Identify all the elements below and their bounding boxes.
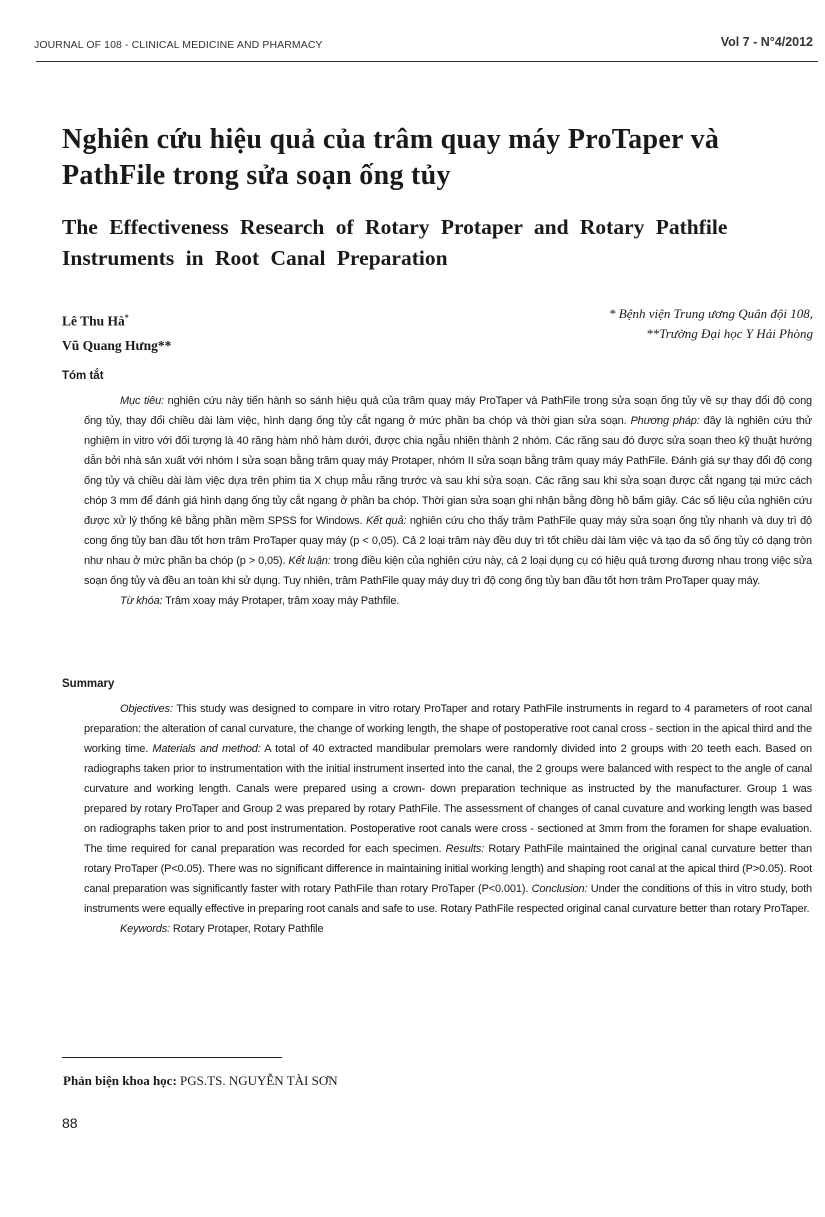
abstract-heading-en: Summary: [62, 678, 115, 690]
text: Rotary Protaper, Rotary Pathfile: [170, 923, 324, 935]
author-name: Lê Thu Hà: [62, 313, 125, 329]
text: nghiên cứu cho thấy trâm PathFile quay m…: [84, 515, 813, 567]
title-english: The Effectiveness Research of Rotary Pro…: [62, 215, 728, 270]
keywords-en: Keywords: Rotary Protaper, Rotary Pathfi…: [84, 919, 812, 939]
abstract-en-body: Objectives: This study was designed to c…: [84, 699, 812, 919]
abstract-vi-body: Mục tiêu: nghiên cứu này tiến hành so sá…: [84, 391, 812, 591]
affiliation: **Trường Đại học Y Hải Phòng: [646, 326, 813, 341]
author-name: Vũ Quang Hưng: [62, 338, 158, 353]
reviewer-footnote: Phản biện khoa học: PGS.TS. NGUYỄN TÀI S…: [63, 1073, 338, 1089]
text: Trâm xoay máy Protaper, trâm xoay máy Pa…: [162, 595, 400, 607]
author: Vũ Quang Hưng**: [62, 338, 171, 354]
keywords-vi: Từ khóa: Trâm xoay máy Protaper, trâm xo…: [84, 591, 812, 611]
label: Materials and method:: [152, 743, 261, 755]
abstract-heading-vi: Tóm tắt: [62, 370, 104, 382]
label: Kết luận:: [288, 555, 331, 567]
text: Under the conditions of this in vitro st…: [84, 883, 812, 915]
footnote-rule: [62, 1057, 282, 1058]
header-rule: [36, 61, 818, 62]
label: Từ khóa:: [120, 595, 163, 607]
text: This study was designed to compare in vi…: [84, 703, 812, 755]
abstract-vi: Mục tiêu: nghiên cứu này tiến hành so sá…: [84, 391, 812, 611]
text: A total of 40 extracted mandibular premo…: [84, 743, 812, 855]
reviewer-label: Phản biện khoa học:: [63, 1073, 177, 1088]
affiliations: * Bệnh viện Trung ương Quân đội 108, **T…: [609, 304, 813, 344]
journal-name: JOURNAL OF 108 - CLINICAL MEDICINE AND P…: [34, 39, 323, 51]
title-vietnamese: Nghiên cứu hiệu quả của trâm quay máy Pr…: [62, 124, 720, 191]
label: Phương pháp:: [630, 415, 700, 427]
label: Keywords:: [120, 923, 171, 935]
text: đây là nghiên cứu thử nghiệm in vitro vớ…: [84, 415, 812, 527]
author-mark: *: [124, 313, 129, 322]
reviewer-name: PGS.TS. NGUYỄN TÀI SƠN: [176, 1073, 338, 1088]
label: Conclusion:: [531, 883, 588, 895]
volume-issue: Vol 7 - N°4/2012: [720, 35, 813, 49]
author-mark: **: [157, 338, 172, 353]
author: Lê Thu Hà*: [62, 313, 129, 330]
label: Mục tiêu:: [120, 395, 165, 407]
text: trong điều kiện của nghiên cứu này, cả 2…: [84, 555, 812, 587]
text: Rotary PathFile maintained the original …: [84, 843, 812, 895]
label: Objectives:: [120, 703, 173, 715]
label: Results:: [445, 843, 485, 855]
abstract-en: Objectives: This study was designed to c…: [84, 699, 812, 939]
affiliation: * Bệnh viện Trung ương Quân đội 108,: [609, 306, 813, 321]
label: Kết quả:: [365, 515, 407, 527]
page-number: 88: [62, 1115, 78, 1131]
text: nghiên cứu này tiến hành so sánh hiệu qu…: [84, 395, 813, 427]
